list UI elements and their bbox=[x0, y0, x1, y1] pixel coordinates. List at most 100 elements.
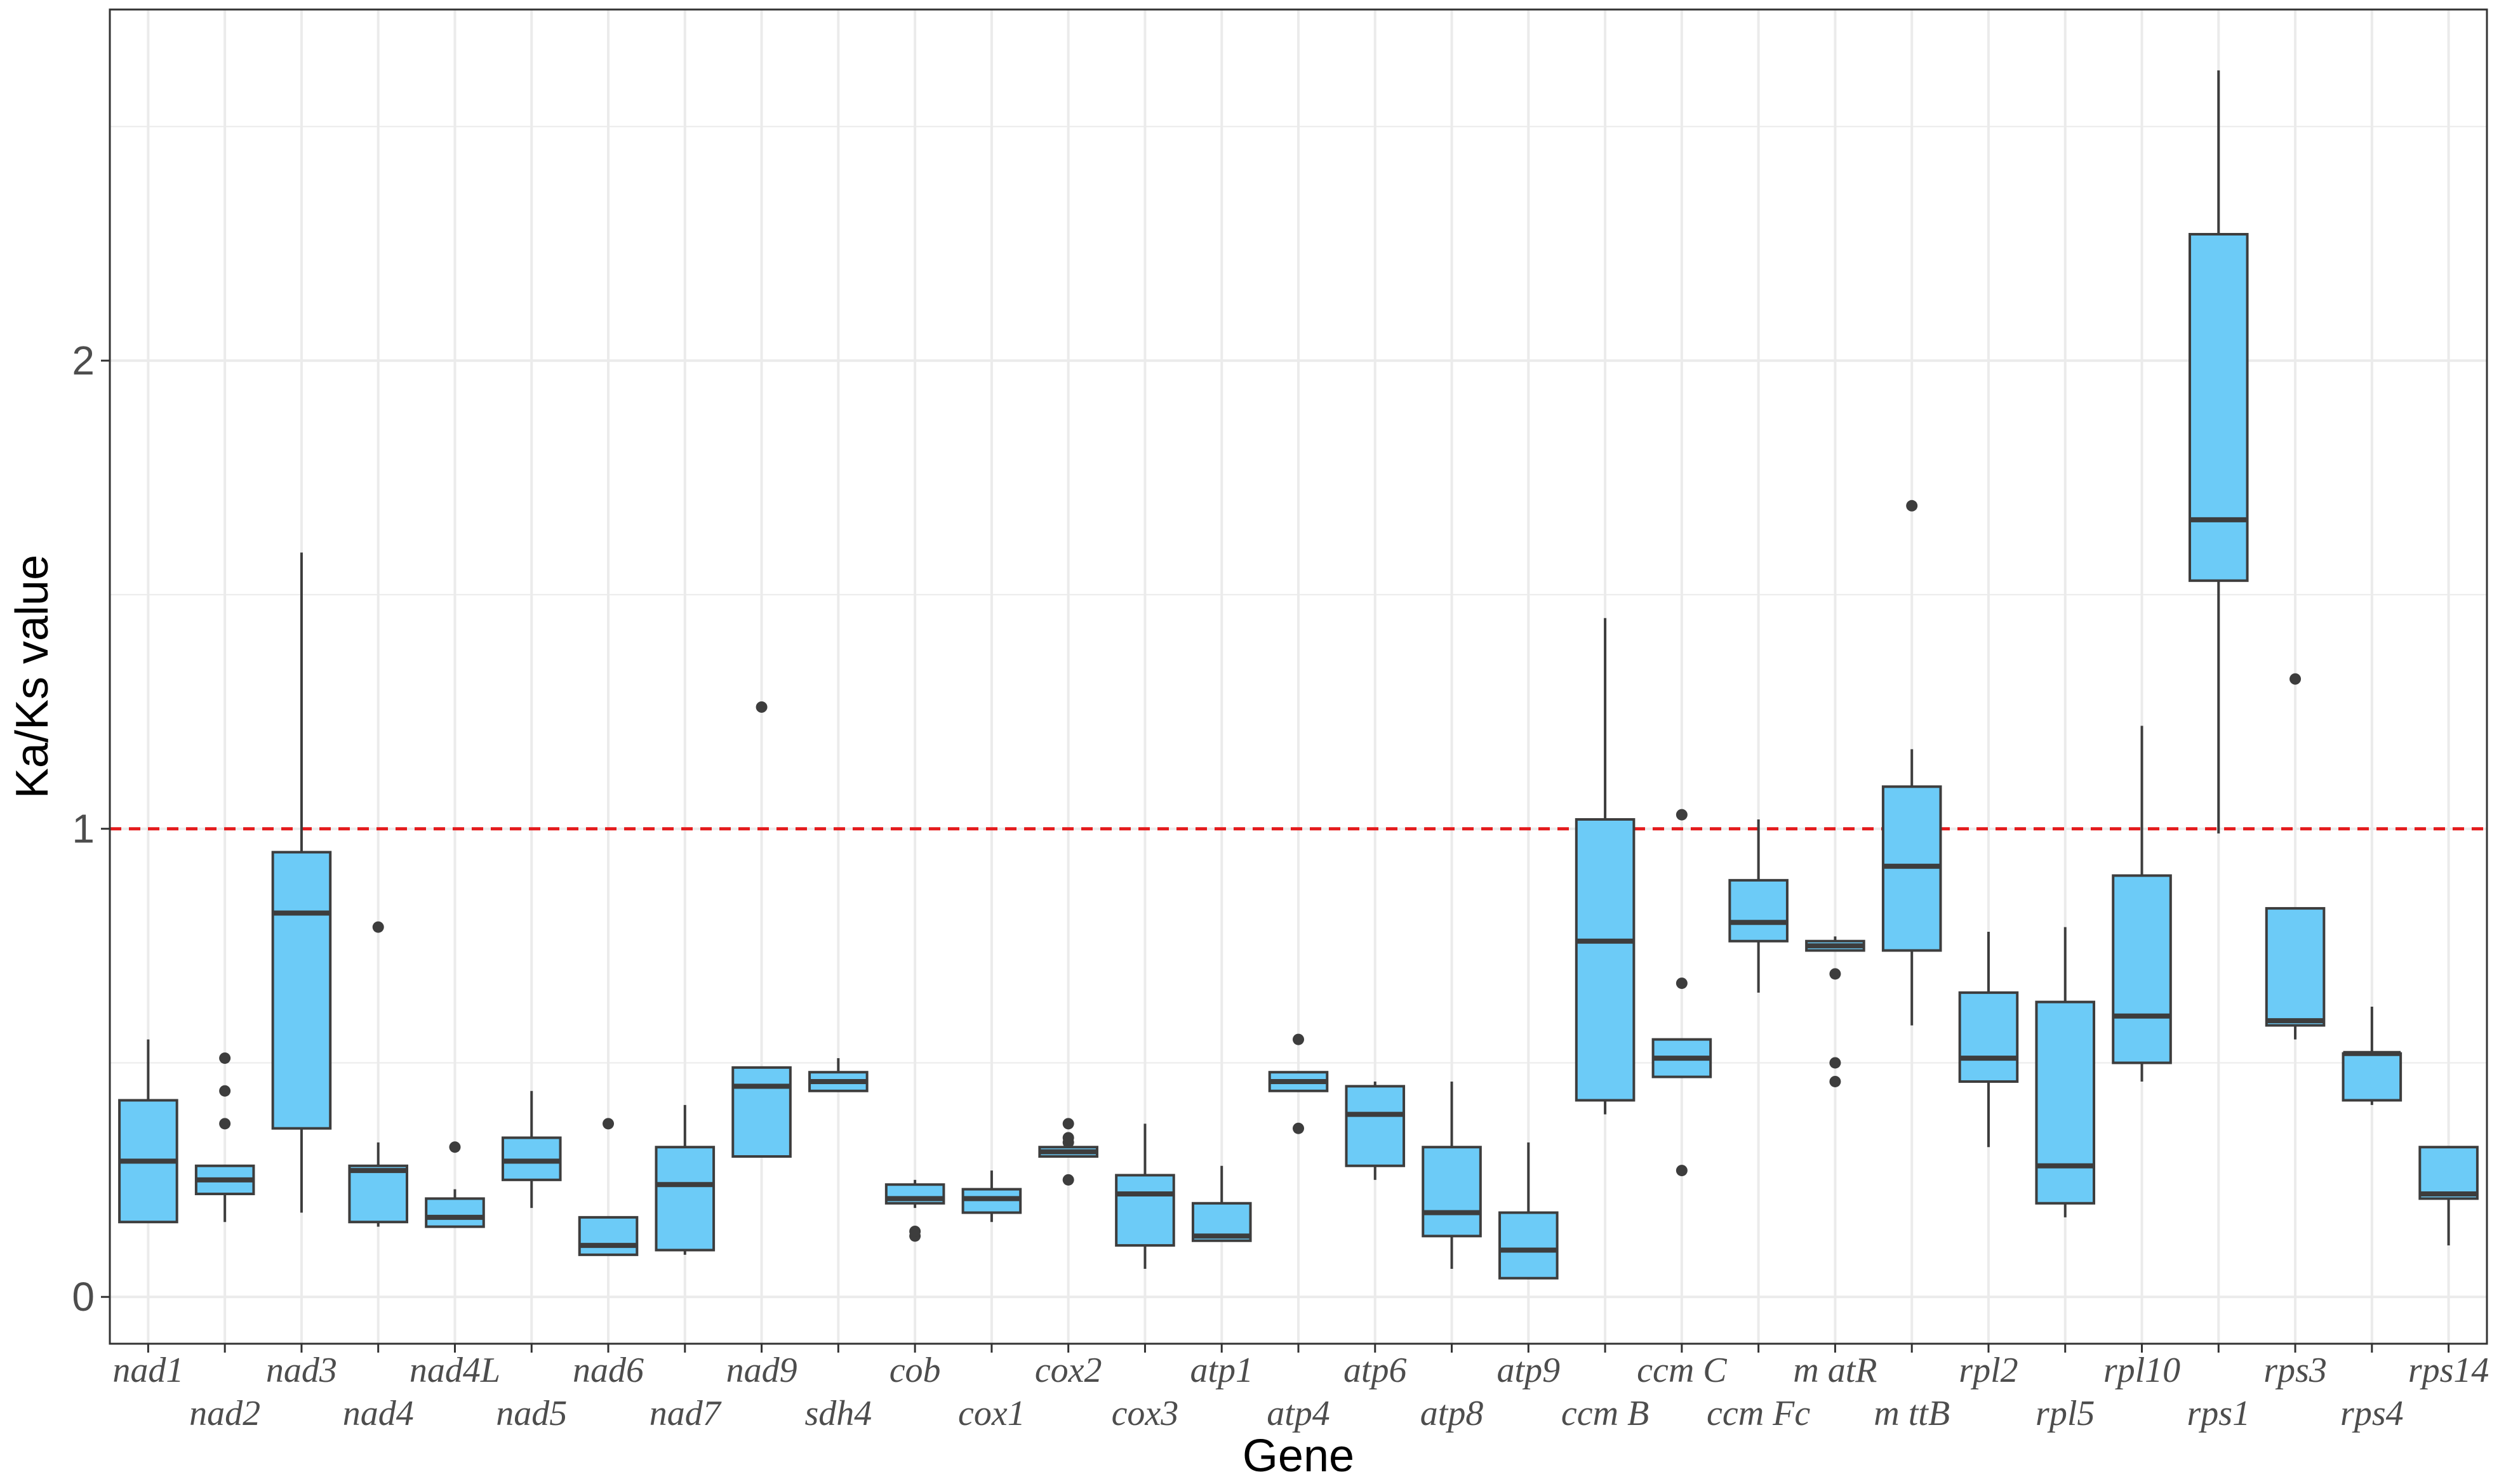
x-tick-label: nad2 bbox=[189, 1394, 260, 1433]
outlier-point bbox=[1676, 809, 1688, 821]
box-nad9 bbox=[731, 701, 792, 1158]
x-tick-label: atp4 bbox=[1267, 1394, 1330, 1433]
box-ccmB bbox=[1575, 618, 1636, 1115]
box-atp6 bbox=[1345, 1081, 1406, 1180]
box-rps1 bbox=[2189, 70, 2249, 834]
box-nad2 bbox=[194, 1052, 255, 1222]
x-tick-label: rps14 bbox=[2408, 1351, 2489, 1390]
box-iqr bbox=[2418, 1146, 2479, 1200]
outlier-point bbox=[2289, 673, 2302, 685]
y-tick-label: 0 bbox=[72, 1274, 95, 1320]
outlier-point bbox=[1676, 977, 1688, 990]
box-iqr bbox=[2189, 233, 2249, 582]
outlier-point bbox=[219, 1118, 231, 1130]
x-tick-label: nad7 bbox=[650, 1394, 722, 1433]
box-iqr bbox=[1115, 1174, 1175, 1247]
outlier-point bbox=[372, 921, 384, 933]
box-iqr bbox=[1345, 1085, 1406, 1167]
y-tick-label: 1 bbox=[72, 806, 95, 852]
box-iqr bbox=[1422, 1146, 1482, 1238]
outlier-point bbox=[1829, 1057, 1841, 1069]
x-tick-label: rpl5 bbox=[2036, 1394, 2095, 1433]
box-nad6 bbox=[578, 1118, 639, 1256]
box-ccmFc bbox=[1728, 819, 1789, 993]
box-rpl5 bbox=[2035, 927, 2096, 1217]
box-nad7 bbox=[655, 1104, 716, 1255]
y-axis: 0 1 2 bbox=[72, 338, 110, 1320]
outlier-point bbox=[219, 1052, 231, 1064]
box-atp4 bbox=[1268, 1033, 1329, 1134]
x-tick-label: nad4L bbox=[410, 1351, 500, 1390]
x-tick-label: nad4 bbox=[343, 1394, 414, 1433]
x-tick-label: sdh4 bbox=[804, 1394, 872, 1433]
box-iqr bbox=[2265, 907, 2326, 1027]
box-iqr bbox=[1498, 1211, 1559, 1280]
outlier-point bbox=[1829, 968, 1841, 980]
box-atp8 bbox=[1422, 1081, 1482, 1269]
box-nad1 bbox=[118, 1039, 178, 1224]
outlier-point bbox=[1676, 1165, 1688, 1177]
box-iqr bbox=[731, 1066, 792, 1158]
box-atp9 bbox=[1498, 1142, 1559, 1280]
box-iqr bbox=[655, 1146, 716, 1252]
box-nad4L bbox=[425, 1141, 485, 1228]
box-iqr bbox=[2035, 1000, 2096, 1205]
box-cob bbox=[884, 1179, 945, 1242]
x-tick-label: cox2 bbox=[1035, 1351, 1102, 1390]
box-rps3 bbox=[2265, 673, 2326, 1040]
x-tick-label: nad3 bbox=[266, 1351, 337, 1390]
x-tick-label: m atR bbox=[1793, 1351, 1877, 1390]
x-tick-label: atp1 bbox=[1190, 1351, 1253, 1390]
box-nad3 bbox=[271, 552, 332, 1213]
box-rps4 bbox=[2342, 1006, 2402, 1105]
x-tick-label: rpl2 bbox=[1959, 1351, 2018, 1390]
box-nad5 bbox=[501, 1090, 562, 1209]
outlier-point bbox=[1062, 1118, 1074, 1130]
x-tick-label: rpl10 bbox=[2103, 1351, 2180, 1390]
x-tick-label: nad5 bbox=[496, 1394, 567, 1433]
x-tick-label: cox1 bbox=[958, 1394, 1025, 1433]
x-tick-label: nad1 bbox=[112, 1351, 183, 1390]
x-tick-label: atp8 bbox=[1420, 1394, 1484, 1433]
x-tick-label: nad9 bbox=[726, 1351, 797, 1390]
x-tick-label: atp9 bbox=[1497, 1351, 1561, 1390]
box-sdh4 bbox=[808, 1058, 869, 1092]
box-cox2 bbox=[1038, 1118, 1098, 1186]
box-iqr bbox=[1958, 991, 2019, 1083]
outlier-point bbox=[756, 701, 768, 713]
box-iqr bbox=[2342, 1052, 2402, 1102]
x-tick-label: atp6 bbox=[1343, 1351, 1407, 1390]
outlier-point bbox=[449, 1141, 461, 1153]
outlier-point bbox=[1293, 1122, 1304, 1134]
x-tick-label: rps3 bbox=[2263, 1351, 2327, 1390]
outlier-point bbox=[1062, 1174, 1074, 1186]
box-rps14 bbox=[2418, 1146, 2479, 1246]
x-tick-label: ccm B bbox=[1561, 1394, 1649, 1433]
outlier-point bbox=[1829, 1075, 1841, 1087]
box-rpl10 bbox=[2112, 725, 2172, 1082]
outlier-point bbox=[909, 1225, 921, 1237]
x-tick-label: m ttB bbox=[1874, 1394, 1950, 1433]
box-iqr bbox=[2112, 874, 2172, 1064]
outlier-point bbox=[1906, 500, 1918, 512]
outlier-point bbox=[219, 1085, 231, 1097]
x-axis-title: Gene bbox=[1243, 1431, 1354, 1481]
box-matR bbox=[1805, 936, 1865, 1087]
box-layer bbox=[118, 70, 2479, 1280]
y-tick-label: 2 bbox=[72, 338, 95, 383]
box-cox1 bbox=[961, 1170, 1022, 1222]
outlier-point bbox=[1293, 1033, 1304, 1045]
x-tick-label: nad6 bbox=[573, 1351, 644, 1390]
box-nad4 bbox=[348, 921, 409, 1227]
x-tick-label: rps1 bbox=[2187, 1394, 2250, 1433]
x-tick-label: cob bbox=[890, 1351, 941, 1390]
box-atp1 bbox=[1191, 1165, 1252, 1242]
x-tick-label: rps4 bbox=[2340, 1394, 2404, 1433]
box-rpl2 bbox=[1958, 931, 2019, 1148]
box-iqr bbox=[578, 1216, 639, 1256]
box-iqr bbox=[425, 1197, 485, 1228]
box-iqr bbox=[1575, 818, 1636, 1102]
